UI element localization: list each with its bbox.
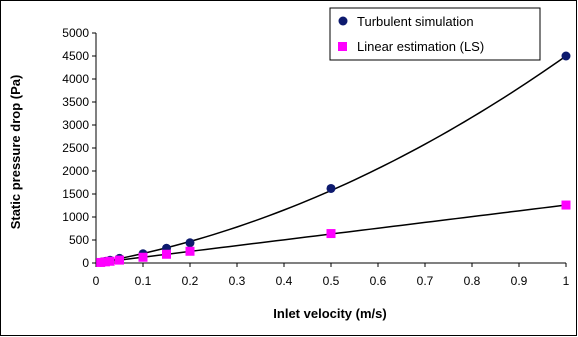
data-point [561,51,571,61]
plot-area: 0 0.1 0.2 0.3 0.4 0.5 0.6 0.7 0.8 0.9 1 0 500 1000 15… [62,26,571,288]
y-tick-label: 0 [82,256,89,270]
data-point [138,252,148,262]
series-layer [96,51,571,267]
y-tick-label: 2500 [62,141,89,155]
data-point [96,257,106,267]
x-tick-label: 0.2 [182,274,199,288]
x-tick-label: 0.4 [276,274,293,288]
data-point [326,183,336,193]
legend-marker-linear [338,42,347,51]
x-tick-label: 0 [93,274,100,288]
data-point [561,200,571,210]
y-ticks: 0 500 1000 1500 2000 2500 3000 3500 4000 4500 5000 [62,26,96,270]
y-axis-title: Static pressure drop (Pa) [8,75,23,230]
legend-label-turbulent: Turbulent simulation [357,14,474,29]
x-tick-label: 0.9 [511,274,528,288]
data-point [115,255,124,265]
data-point [100,257,110,267]
y-tick-label: 5000 [62,26,89,40]
y-tick-label: 4500 [62,49,89,63]
y-tick-label: 2000 [62,164,89,178]
x-tick-label: 0.1 [135,274,152,288]
x-tick-label: 0.7 [417,274,434,288]
series-linear [96,200,571,267]
x-ticks: 0 0.1 0.2 0.3 0.4 0.5 0.6 0.7 0.8 0.9 1 [93,263,570,288]
data-point [185,238,195,248]
legend-marker-turbulent [338,16,348,26]
x-tick-label: 0.3 [229,274,246,288]
data-point [162,249,171,259]
y-tick-label: 1000 [62,210,89,224]
y-tick-label: 1500 [62,187,89,201]
x-tick-label: 0.5 [323,274,340,288]
data-point [105,256,115,266]
data-point [326,229,336,239]
y-tick-label: 500 [69,233,89,247]
legend-box [329,7,541,61]
legend: Turbulent simulation Linear estimation (… [329,7,541,61]
x-tick-label: 0.8 [464,274,481,288]
x-tick-label: 0.6 [370,274,387,288]
x-tick-label: 1 [563,274,570,288]
y-tick-label: 4000 [62,72,89,86]
x-axis-title: Inlet velocity (m/s) [273,306,386,321]
data-point [185,246,195,256]
legend-label-linear: Linear estimation (LS) [357,39,484,54]
y-tick-label: 3500 [62,95,89,109]
y-tick-label: 3000 [62,118,89,132]
